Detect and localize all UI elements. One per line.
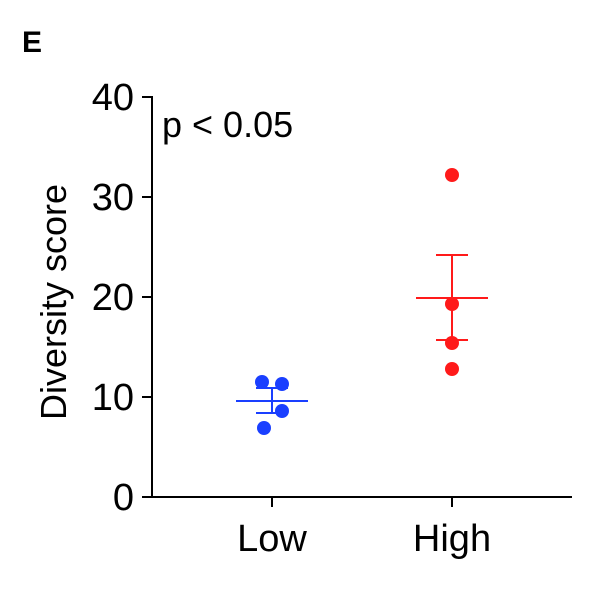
series-group-low bbox=[236, 375, 308, 435]
p-value-annotation: p < 0.05 bbox=[162, 104, 293, 145]
data-point bbox=[257, 421, 271, 435]
y-tick-label: 20 bbox=[92, 277, 134, 319]
data-point bbox=[445, 362, 459, 376]
series-group-high bbox=[416, 168, 488, 376]
x-axis: Low High bbox=[152, 497, 572, 560]
data-point bbox=[445, 297, 459, 311]
data-marks bbox=[236, 168, 488, 435]
panel-label: E bbox=[22, 26, 42, 59]
data-point bbox=[255, 375, 269, 389]
x-tick-label: Low bbox=[237, 518, 307, 560]
y-tick-label: 30 bbox=[92, 177, 134, 219]
y-tick-label: 40 bbox=[92, 77, 134, 119]
data-point bbox=[445, 168, 459, 182]
y-tick-label: 10 bbox=[92, 377, 134, 419]
y-axis: 0 10 20 30 40 bbox=[92, 77, 152, 519]
data-point bbox=[275, 377, 289, 391]
x-tick-label: High bbox=[413, 518, 491, 560]
y-tick-label: 0 bbox=[113, 477, 134, 519]
y-axis-title: Diversity score bbox=[33, 184, 74, 420]
data-point bbox=[275, 404, 289, 418]
data-point bbox=[445, 336, 459, 350]
